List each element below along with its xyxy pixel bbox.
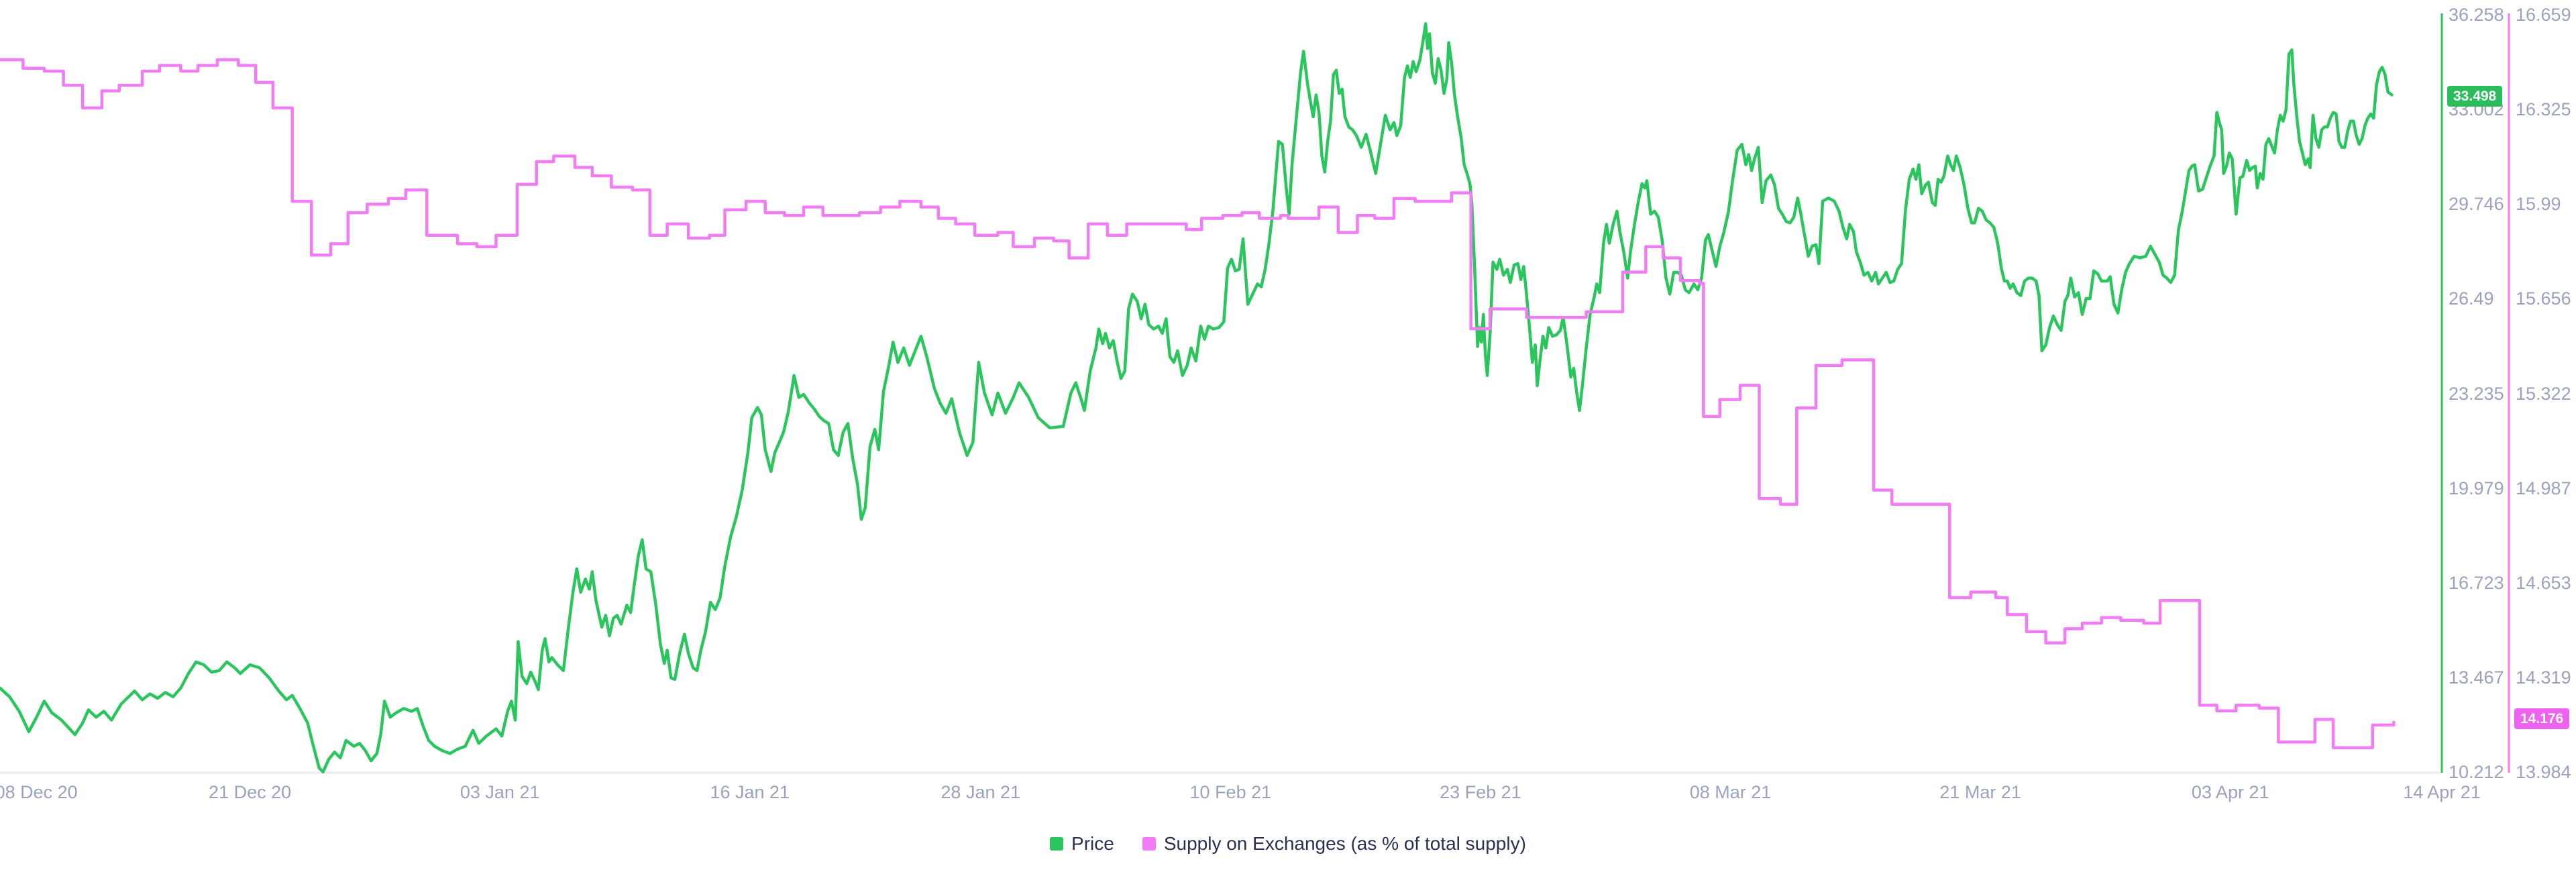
date-axis-tick: 10 Feb 21	[1189, 782, 1272, 802]
supply-axis-tick: 14.653	[2516, 572, 2571, 593]
price-axis-tick: 23.235	[2449, 383, 2504, 404]
price-axis-tick: 26.49	[2449, 288, 2494, 309]
legend-item-price[interactable]: Price	[1050, 834, 1114, 853]
date-axis-tick: 03 Jan 21	[460, 782, 540, 802]
supply-line	[0, 58, 2396, 749]
legend: Price Supply on Exchanges (as % of total…	[0, 834, 2576, 853]
date-axis-tick: 08 Mar 21	[1689, 782, 1772, 802]
price-current-badge: 33.498	[2447, 85, 2503, 107]
supply-axis-tick: 16.325	[2516, 99, 2571, 120]
date-axis-tick: 28 Jan 21	[941, 782, 1021, 802]
price-swatch-icon	[1050, 837, 1064, 851]
date-axis-tick: 23 Feb 21	[1440, 782, 1521, 802]
date-axis-tick: 03 Apr 21	[2191, 782, 2269, 802]
supply-axis-tick: 16.659	[2516, 5, 2571, 25]
supply-swatch-icon	[1142, 837, 1156, 851]
price-axis-tick: 16.723	[2449, 572, 2504, 593]
legend-item-supply[interactable]: Supply on Exchanges (as % of total suppl…	[1142, 834, 1526, 853]
legend-price-label: Price	[1071, 833, 1114, 854]
price-axis-tick: 36.258	[2449, 5, 2504, 25]
supply-axis-tick: 14.987	[2516, 478, 2571, 498]
supply-axis-tick: 15.322	[2516, 383, 2571, 404]
supply-axis-tick: 15.656	[2516, 288, 2571, 309]
date-axis-tick: 08 Dec 20	[0, 782, 78, 802]
supply-current-badge: 14.176	[2514, 708, 2570, 730]
supply-axis-tick: 14.319	[2516, 667, 2571, 688]
date-axis-tick: 21 Dec 20	[209, 782, 292, 802]
supply-axis-tick: 15.99	[2516, 194, 2561, 215]
price-axis-tick: 13.467	[2449, 667, 2504, 688]
price-axis-tick: 19.979	[2449, 478, 2504, 498]
legend-supply-label: Supply on Exchanges (as % of total suppl…	[1163, 833, 1526, 854]
price-axis-tick: 10.212	[2449, 762, 2504, 782]
date-axis-tick: 14 Apr 21	[2403, 782, 2481, 802]
price-line	[0, 22, 2394, 773]
supply-axis-tick: 13.984	[2516, 762, 2571, 782]
date-axis-tick: 16 Jan 21	[710, 782, 790, 802]
price-axis-tick: 29.746	[2449, 194, 2504, 215]
date-axis-tick: 21 Mar 21	[1939, 782, 2021, 802]
